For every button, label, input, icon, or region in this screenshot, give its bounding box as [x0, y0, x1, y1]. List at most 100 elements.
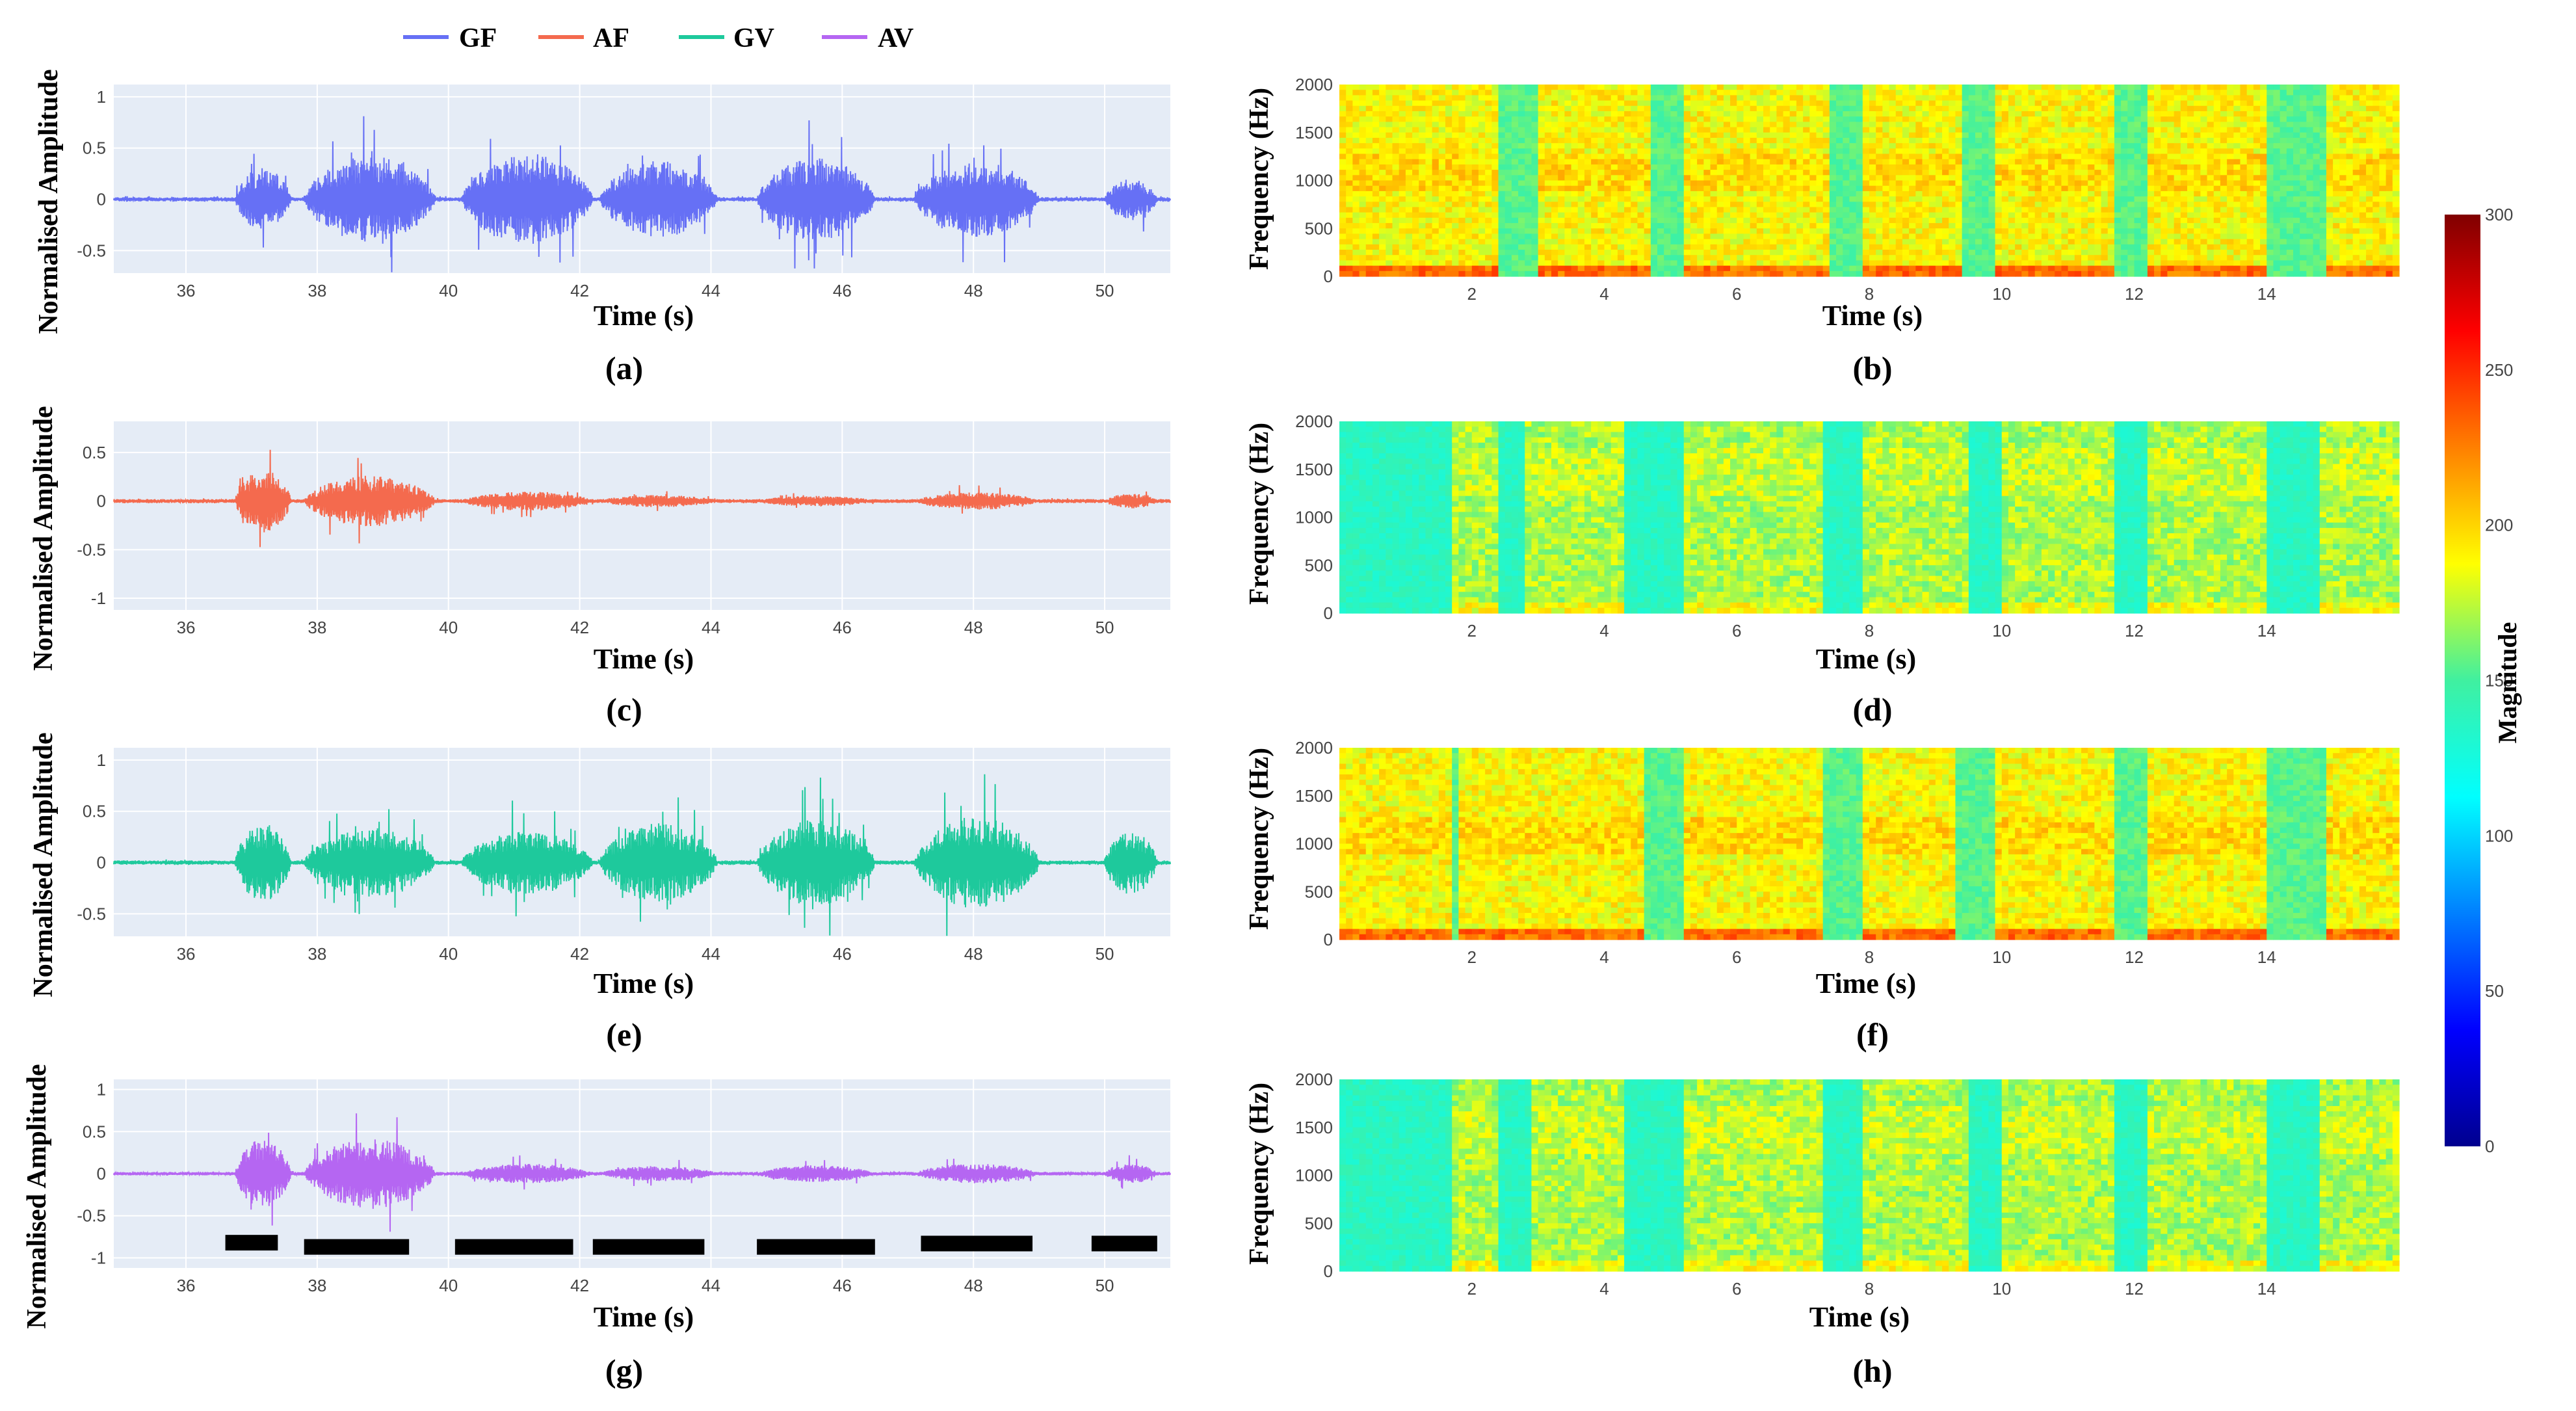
spectrogram-cell [1902, 260, 1910, 267]
spectrogram-cell [1518, 164, 1525, 170]
spectrogram-cell [1975, 196, 1982, 202]
spectrogram-cell [1955, 212, 1963, 218]
spectrogram-cell [2015, 95, 2022, 101]
spectrogram-cell [1776, 105, 1784, 112]
spectrogram-cell [2107, 196, 2115, 202]
spectrogram-cell [1511, 153, 1519, 160]
spectrogram-cell [2081, 265, 2088, 272]
spectrogram-cell [2021, 116, 2029, 122]
legend-item-gv[interactable]: GV [679, 23, 774, 53]
spectrogram-cell [1962, 85, 1969, 90]
spectrogram-cell [2167, 175, 2175, 181]
spectrogram-cell [1372, 223, 1380, 229]
spectrogram-cell [1750, 111, 1757, 117]
spectrogram-cell [1882, 153, 1890, 160]
spectrogram-cell [1982, 90, 1989, 96]
spectrogram-cell [1392, 250, 1400, 256]
spectrogram-cell [2088, 239, 2095, 245]
spectrogram-cell [1359, 270, 1367, 277]
legend: GF AF GV AV [403, 23, 913, 53]
spectrogram-cell [2154, 180, 2161, 187]
spectrogram-cell [1922, 100, 1930, 107]
spectrogram-cell [1909, 127, 1916, 133]
spectrogram-cell [1339, 100, 1347, 107]
spectrogram-cell [1445, 239, 1452, 245]
spectrogram-cell [2081, 212, 2088, 218]
spectrogram-cell [1498, 260, 1506, 267]
spectrogram-cell [1756, 207, 1764, 213]
spectrogram-cell [1703, 100, 1711, 107]
spectrogram-cell [2121, 100, 2128, 107]
spectrogram-cell [1803, 159, 1810, 165]
spectrogram-cell [2194, 255, 2201, 261]
spectrogram-cell [1564, 250, 1572, 256]
spectrogram-cell [1610, 164, 1618, 170]
spectrogram-cell [1783, 132, 1791, 138]
spectrogram-cell [1617, 239, 1625, 245]
spectrogram-cell [1723, 137, 1731, 144]
x-tick: 50 [1096, 281, 1114, 300]
spectrogram-cell [2074, 164, 2082, 170]
spectrogram-cell [1445, 265, 1452, 272]
legend-item-av[interactable]: AV [822, 23, 913, 53]
spectrogram-cell [1538, 217, 1545, 224]
spectrogram-cell [1637, 265, 1645, 272]
spectrogram-cell [1743, 185, 1751, 192]
spectrogram-cell [1558, 233, 1565, 240]
spectrogram-cell [1631, 153, 1638, 160]
spectrogram-cell [2094, 255, 2102, 261]
spectrogram-cell [1492, 170, 1499, 176]
spectrogram-cell [1445, 164, 1452, 170]
spectrogram-cell [2154, 85, 2161, 90]
spectrogram-cell [2034, 255, 2042, 261]
spectrogram-cell [1445, 228, 1452, 235]
spectrogram-cell [2147, 233, 2155, 240]
spectrogram-cell [2081, 207, 2088, 213]
spectrogram-cell [1889, 95, 1897, 101]
spectrogram-cell [1670, 250, 1678, 256]
spectrogram-cell [1789, 153, 1797, 160]
spectrogram-cell [1730, 137, 1737, 144]
spectrogram-cell [2174, 233, 2181, 240]
spectrogram-cell [1909, 143, 1916, 149]
spectrogram-cell [2101, 217, 2109, 224]
spectrogram-cell [2001, 202, 2009, 208]
spectrogram-cell [1895, 233, 1903, 240]
spectrogram-cell [1664, 212, 1671, 218]
spectrogram-cell [2015, 191, 2022, 197]
spectrogram-cell [2127, 164, 2135, 170]
spectrogram-cell [1405, 100, 1413, 107]
spectrogram-cell [1631, 148, 1638, 155]
spectrogram-cell [1670, 191, 1678, 197]
spectrogram-cell [1909, 250, 1916, 256]
legend-item-gf[interactable]: GF [403, 23, 497, 53]
spectrogram-cell [1843, 85, 1850, 90]
spectrogram-cell [1862, 233, 1870, 240]
spectrogram-cell [1438, 122, 1446, 128]
spectrogram-cell [1650, 223, 1658, 229]
spectrogram-cell [1975, 132, 1982, 138]
spectrogram-cell [1359, 196, 1367, 202]
legend-item-af[interactable]: AF [538, 23, 629, 53]
spectrogram-cell [2021, 132, 2029, 138]
spectrogram-cell [1584, 180, 1592, 187]
spectrogram-cell [1743, 207, 1751, 213]
spectrogram-cell [1697, 265, 1704, 272]
spectrogram-cell [2074, 196, 2082, 202]
spectrogram-cell [1889, 164, 1897, 170]
spectrogram-cell [1544, 164, 1552, 170]
spectrogram-cell [1928, 244, 1936, 250]
spectrogram-cell [1617, 164, 1625, 170]
spectrogram-cell [2200, 260, 2208, 267]
spectrogram-cell [1577, 148, 1585, 155]
spectrogram-cell [1610, 175, 1618, 181]
spectrogram-cell [2154, 260, 2161, 267]
spectrogram-cell [1935, 164, 1943, 170]
spectrogram-cell [1882, 137, 1890, 144]
spectrogram-cell [1452, 170, 1459, 176]
spectrogram-cell [1902, 207, 1910, 213]
spectrogram-cell [1962, 202, 1969, 208]
spectrogram-cell [1935, 143, 1943, 149]
spectrogram-cell [1379, 170, 1386, 176]
spectrogram-cell [1657, 270, 1664, 277]
